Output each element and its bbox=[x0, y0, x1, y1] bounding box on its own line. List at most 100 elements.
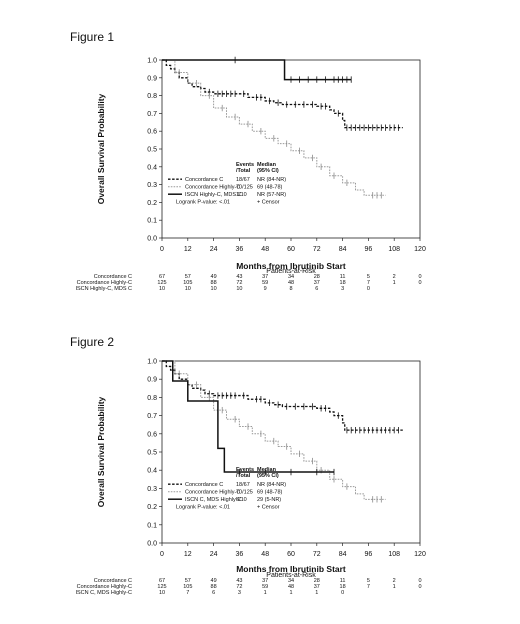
legend-header: Median bbox=[257, 467, 277, 473]
risk-count: 28 bbox=[314, 578, 320, 584]
risk-count: 7 bbox=[186, 590, 189, 596]
x-tick-label: 84 bbox=[339, 551, 347, 558]
risk-count: 10 bbox=[211, 286, 217, 292]
km-curve bbox=[162, 59, 386, 196]
y-tick-label: 1.0 bbox=[147, 58, 157, 65]
y-tick-label: 0.0 bbox=[147, 541, 157, 548]
risk-count: 1 bbox=[264, 590, 267, 596]
risk-table-title: Patients-at-Risk bbox=[266, 572, 316, 579]
risk-count: 48 bbox=[288, 584, 294, 590]
risk-count: 10 bbox=[159, 286, 165, 292]
legend-events: 18/67 bbox=[236, 482, 250, 488]
logrank-pvalue: Logrank P-value: <.01 bbox=[176, 200, 230, 206]
risk-count: 125 bbox=[157, 584, 166, 590]
risk-count: 49 bbox=[211, 578, 217, 584]
y-tick-label: 0.5 bbox=[147, 450, 157, 457]
risk-count: 0 bbox=[341, 590, 344, 596]
risk-count: 1 bbox=[315, 590, 318, 596]
risk-count: 72 bbox=[236, 584, 242, 590]
risk-count: 37 bbox=[262, 274, 268, 280]
km-curve bbox=[162, 59, 403, 129]
x-tick-label: 72 bbox=[313, 246, 321, 253]
x-tick-label: 48 bbox=[261, 551, 269, 558]
logrank-pvalue: Logrank P-value: <.01 bbox=[176, 505, 230, 511]
legend-label: Concordance C bbox=[185, 482, 223, 488]
risk-count: 18 bbox=[340, 584, 346, 590]
y-tick-label: 0.1 bbox=[147, 218, 157, 225]
risk-count: 5 bbox=[367, 274, 370, 280]
legend-label: ISCN C, MDS Highly-C bbox=[185, 497, 242, 503]
x-tick-label: 48 bbox=[261, 246, 269, 253]
risk-count: 3 bbox=[341, 286, 344, 292]
x-tick-label: 108 bbox=[388, 551, 400, 558]
censor-legend: + Censor bbox=[257, 200, 280, 206]
x-tick-label: 84 bbox=[339, 246, 347, 253]
risk-count: 57 bbox=[185, 274, 191, 280]
risk-count: 8 bbox=[289, 286, 292, 292]
censor-legend: + Censor bbox=[257, 505, 280, 511]
y-tick-label: 0.6 bbox=[147, 129, 157, 136]
y-tick-label: 0.4 bbox=[147, 468, 157, 475]
risk-count: 0 bbox=[418, 280, 421, 286]
risk-count: 10 bbox=[185, 286, 191, 292]
y-axis-title: Overall Survival Probability bbox=[96, 396, 106, 507]
risk-count: 37 bbox=[314, 584, 320, 590]
km-curve bbox=[162, 360, 386, 500]
legend-median: 69 (48-78) bbox=[257, 185, 283, 191]
risk-count: 88 bbox=[211, 280, 217, 286]
risk-count: 0 bbox=[367, 286, 370, 292]
risk-count: 59 bbox=[262, 584, 268, 590]
legend-label: Concordance Highly-C bbox=[185, 490, 240, 496]
legend-label: ISCN Highly-C, MDS C bbox=[185, 192, 242, 198]
risk-count: 48 bbox=[288, 280, 294, 286]
legend-events: 18/67 bbox=[236, 177, 250, 183]
risk-count: 34 bbox=[288, 274, 294, 280]
risk-count: 37 bbox=[314, 280, 320, 286]
risk-count: 9 bbox=[264, 286, 267, 292]
legend-median: 69 (48-78) bbox=[257, 490, 283, 496]
legend-median: NR (84-NR) bbox=[257, 177, 286, 183]
risk-count: 5 bbox=[367, 578, 370, 584]
x-tick-label: 96 bbox=[365, 551, 373, 558]
risk-count: 2 bbox=[393, 274, 396, 280]
legend-header: /Total bbox=[236, 473, 251, 479]
x-tick-label: 36 bbox=[236, 551, 244, 558]
x-tick-label: 0 bbox=[160, 246, 164, 253]
legend-median: NR (84-NR) bbox=[257, 482, 286, 488]
x-tick-label: 12 bbox=[184, 551, 192, 558]
x-tick-label: 96 bbox=[365, 246, 373, 253]
risk-count: 2 bbox=[393, 578, 396, 584]
risk-count: 37 bbox=[262, 578, 268, 584]
risk-count: 10 bbox=[159, 590, 165, 596]
risk-count: 6 bbox=[315, 286, 318, 292]
risk-row-label: Concordance Highly-C bbox=[77, 584, 132, 590]
y-tick-label: 0.0 bbox=[147, 236, 157, 243]
y-tick-label: 0.8 bbox=[147, 395, 157, 402]
legend-header: Events bbox=[236, 162, 254, 168]
x-tick-label: 24 bbox=[210, 551, 218, 558]
risk-row-label: Concordance C bbox=[94, 274, 132, 280]
risk-row-label: ISCN C, MDS Highly-C bbox=[75, 590, 132, 596]
x-tick-label: 60 bbox=[287, 551, 295, 558]
risk-count: 125 bbox=[157, 280, 166, 286]
y-tick-label: 0.5 bbox=[147, 147, 157, 154]
risk-table-title: Patients-at-Risk bbox=[266, 268, 316, 275]
risk-count: 59 bbox=[262, 280, 268, 286]
y-tick-label: 0.3 bbox=[147, 182, 157, 189]
x-tick-label: 108 bbox=[388, 246, 400, 253]
risk-count: 72 bbox=[236, 280, 242, 286]
km-curve bbox=[162, 360, 334, 473]
risk-count: 7 bbox=[367, 280, 370, 286]
risk-count: 28 bbox=[314, 274, 320, 280]
x-tick-label: 120 bbox=[414, 551, 426, 558]
risk-count: 11 bbox=[340, 274, 346, 280]
figure-2-title: Figure 2 bbox=[70, 335, 115, 349]
y-tick-label: 0.8 bbox=[147, 93, 157, 100]
risk-count: 3 bbox=[238, 590, 241, 596]
y-tick-label: 0.4 bbox=[147, 164, 157, 171]
risk-row-label: ISCN Highly-C, MDS C bbox=[75, 286, 132, 292]
risk-count: 0 bbox=[418, 584, 421, 590]
legend-median: 29 (5-NR) bbox=[257, 497, 281, 503]
figure-1-title: Figure 1 bbox=[70, 30, 115, 44]
risk-count: 105 bbox=[183, 584, 192, 590]
